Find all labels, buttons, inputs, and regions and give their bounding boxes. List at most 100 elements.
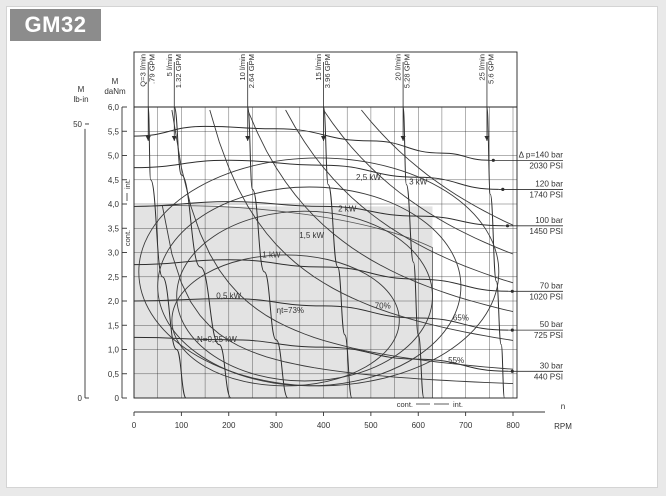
efficiency-contour: [138, 157, 500, 387]
flow-label-us: 5.6 GPM: [486, 54, 495, 84]
axis-label-lbin-unit: lb-in: [73, 95, 88, 104]
pressure-arrow: [510, 289, 514, 293]
tick-label-dam: 4,5: [108, 176, 120, 185]
flow-arrow: [145, 135, 151, 141]
pressure-label-psi: 1450 PSI: [529, 227, 563, 236]
flow-arrow: [171, 135, 177, 141]
pressure-label-psi: 1020 PSI: [529, 292, 563, 301]
power-label: 3 kW: [409, 178, 428, 187]
power-curve: [247, 109, 514, 313]
power-curve: [209, 109, 514, 341]
pressure-label-bar: 50 bar: [540, 320, 563, 329]
flow-arrow: [484, 135, 490, 141]
axis-label-n: n: [561, 402, 565, 411]
pressure-line: [133, 336, 509, 372]
flow-label-us: 2.64 GPM: [247, 54, 256, 88]
power-label: 1 kW: [262, 250, 281, 259]
model-badge: GM32: [10, 9, 101, 41]
pressure-label-bar: 120 bar: [535, 179, 563, 188]
tick-label-rpm: 700: [459, 421, 473, 430]
pressure-label-bar: Δ p=140 bar: [519, 150, 564, 159]
pressure-line: [133, 159, 499, 190]
power-label: 2 kW: [338, 204, 357, 213]
tick-label-dam: 4,0: [108, 200, 120, 209]
efficiency-label: 70%: [375, 301, 391, 310]
pressure-label-bar: 70 bar: [540, 281, 563, 290]
efficiency-label: 55%: [448, 356, 464, 365]
power-curve: [361, 109, 514, 226]
flow-line: [173, 106, 232, 399]
tick-label-dam: 5,0: [108, 152, 120, 161]
tick-label-lbin: 0: [78, 394, 83, 403]
pressure-label-psi: 1740 PSI: [529, 190, 563, 199]
flow-arrow: [245, 135, 251, 141]
pressure-arrow: [510, 369, 514, 373]
duty-label-int: int.: [123, 179, 132, 189]
power-label: 2,5 kW: [356, 173, 381, 182]
axis-label-rpm: RPM: [554, 422, 572, 431]
pressure-label-bar: 30 bar: [540, 361, 563, 370]
pressure-label-psi: 2030 PSI: [529, 161, 563, 170]
flow-label-metric: 15 l/min: [314, 54, 323, 81]
power-curve: [323, 109, 514, 255]
flow-line: [486, 106, 505, 399]
flow-line: [247, 106, 289, 399]
flow-arrow: [400, 135, 406, 141]
flow-line: [402, 106, 425, 399]
tick-label-dam: 3,0: [108, 249, 120, 258]
duty-label-cont: cont.: [123, 230, 132, 246]
tick-label-dam: 0: [115, 394, 120, 403]
pressure-arrow: [491, 158, 495, 162]
power-label: 0,5 kW: [216, 292, 241, 301]
efficiency-label: 65%: [453, 313, 469, 322]
flow-label-metric: 5 l/min: [165, 54, 174, 76]
flow-arrow: [321, 135, 326, 141]
pressure-arrow: [501, 187, 505, 191]
pressure-arrow: [505, 224, 510, 228]
tick-label-dam: 2,5: [108, 273, 120, 282]
flow-line: [147, 106, 187, 399]
flow-line: [323, 106, 353, 399]
tick-label-dam: 1,5: [108, 321, 120, 330]
pressure-label-psi: 725 PSI: [534, 331, 563, 340]
tick-label-rpm: 0: [132, 421, 137, 430]
efficiency-contour: [176, 210, 433, 382]
tick-label-dam: 3,5: [108, 224, 120, 233]
tick-label-rpm: 500: [364, 421, 378, 430]
tick-label-rpm: 100: [175, 421, 189, 430]
axis-label-dam-m: M: [112, 77, 119, 86]
tick-label-rpm: 800: [506, 421, 520, 430]
flow-label-us: 5.28 GPM: [403, 54, 412, 88]
tick-label-dam: 6,0: [108, 103, 120, 112]
flow-label-metric: Q=3 l/min: [139, 54, 148, 87]
pressure-line: [133, 298, 509, 331]
tick-label-dam: 5,5: [108, 127, 120, 136]
duty-label-cont-x: cont.: [397, 400, 413, 409]
power-label: 1,5 kW: [299, 231, 324, 240]
pressure-arrow: [510, 328, 514, 332]
pressure-line: [133, 201, 504, 227]
efficiency-label: ηt=73%: [277, 306, 304, 315]
flow-label-us: 1.32 GPM: [174, 54, 183, 88]
flow-label-us: 3.96 GPM: [323, 54, 332, 88]
flow-label-metric: 10 l/min: [238, 54, 247, 81]
tick-label-dam: 2,0: [108, 297, 120, 306]
pressure-label-psi: 440 PSI: [534, 372, 563, 381]
duty-label-int-x: int.: [453, 400, 463, 409]
tick-label-rpm: 400: [317, 421, 331, 430]
continuous-region: [134, 206, 433, 398]
plot-frame: [133, 51, 518, 399]
power-label: N=0,25 kW: [197, 335, 237, 344]
flow-label-us: .79 GPM: [148, 54, 157, 84]
tick-label-lbin: 50: [73, 120, 82, 129]
tick-label-rpm: 200: [222, 421, 236, 430]
efficiency-contour: [171, 254, 400, 387]
flow-label-metric: 25 l/min: [477, 54, 486, 81]
axis-label-dam-unit: daNm: [104, 87, 126, 96]
tick-label-rpm: 600: [412, 421, 426, 430]
flow-label-metric: 20 l/min: [394, 54, 403, 81]
pressure-label-bar: 100 bar: [535, 216, 563, 225]
tick-label-dam: 0,5: [108, 370, 120, 379]
power-curve: [285, 109, 514, 284]
